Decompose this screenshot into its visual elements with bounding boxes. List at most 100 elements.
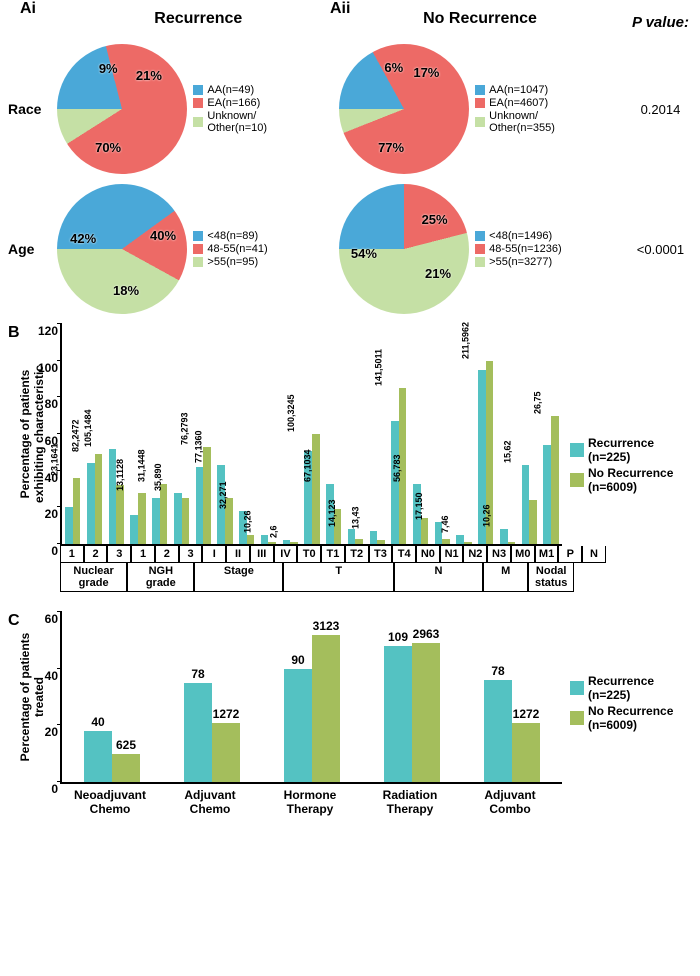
bar-value-label: 7,46 bbox=[441, 515, 451, 535]
legend-swatch bbox=[475, 117, 485, 127]
bar-recurrence bbox=[543, 445, 551, 544]
panel-c-legend: Recurrence(n=225)No Recurrence(n=6009) bbox=[570, 672, 673, 734]
x-supergroup: Stage bbox=[194, 563, 283, 592]
bar-no-recurrence bbox=[377, 540, 385, 544]
panel-b-chart: 02040608010012023,164182,2472105,148413,… bbox=[60, 324, 562, 546]
bar-no-recurrence: 23,1641 bbox=[73, 478, 81, 544]
panel-b: B Percentage of patientsexhibiting chara… bbox=[0, 324, 700, 592]
bar-value-label: 13,43 bbox=[351, 507, 361, 532]
legend-swatch bbox=[570, 473, 584, 487]
figure: Ai Aii Recurrence No Recurrence P value:… bbox=[0, 0, 700, 816]
legend-item: 48-55(n=1236) bbox=[475, 243, 561, 255]
legend-text: No Recurrence(n=6009) bbox=[588, 466, 673, 494]
bar-value-label: 82,2472 bbox=[71, 420, 81, 455]
panel-b-legend: Recurrence(n=225)No Recurrence(n=6009) bbox=[570, 434, 673, 496]
x-category: IV bbox=[274, 546, 298, 563]
bar-recurrence: 2,6 bbox=[283, 540, 291, 544]
pie-slice-label: 9% bbox=[99, 61, 118, 76]
bar-group: 82,2472 bbox=[84, 454, 106, 544]
bar-no-recurrence: 3123 bbox=[312, 635, 340, 782]
y-tick: 60 bbox=[45, 612, 58, 626]
bar-value-label: 211,5962 bbox=[460, 322, 470, 361]
bar-recurrence bbox=[152, 498, 160, 544]
bar-no-recurrence: 13,1128 bbox=[138, 493, 146, 544]
legend-swatch bbox=[475, 244, 485, 254]
x-category: RadiationTherapy bbox=[360, 788, 460, 816]
bar-no-recurrence: 76,2793 bbox=[203, 447, 211, 544]
bar-group: 35,890 bbox=[171, 493, 193, 544]
bar-value-label: 109 bbox=[388, 630, 408, 646]
p-value: <0.0001 bbox=[621, 242, 700, 257]
legend-swatch bbox=[475, 257, 485, 267]
y-tick: 0 bbox=[51, 782, 58, 796]
panel-a: Ai Aii Recurrence No Recurrence P value:… bbox=[0, 0, 700, 314]
pie-chart: 21%70%9% bbox=[57, 44, 187, 174]
bar-value-label: 141,5011 bbox=[373, 349, 383, 388]
x-category: T0 bbox=[297, 546, 321, 563]
legend-item: >55(n=95) bbox=[193, 256, 267, 268]
bar-recurrence: 7,46 bbox=[456, 535, 464, 544]
legend-swatch bbox=[193, 244, 203, 254]
bar-no-recurrence: 100,3245 bbox=[312, 434, 320, 544]
bar-value-label: 32,271 bbox=[218, 481, 228, 511]
col-title-left: Recurrence bbox=[57, 10, 339, 28]
x-category: I bbox=[202, 546, 226, 563]
legend-item: <48(n=1496) bbox=[475, 230, 561, 242]
bar-no-recurrence bbox=[247, 535, 255, 544]
x-category: 3 bbox=[107, 546, 131, 563]
legend-text: >55(n=3277) bbox=[489, 256, 552, 268]
pie-legend: AA(n=49)EA(n=166)Unknown/Other(n=10) bbox=[193, 83, 267, 135]
bar-no-recurrence bbox=[116, 485, 124, 544]
legend-text: AA(n=49) bbox=[207, 84, 254, 96]
pie-group: 25%21%54%<48(n=1496)48-55(n=1236)>55(n=3… bbox=[339, 184, 621, 314]
bar-group: 14,123 bbox=[345, 529, 367, 544]
legend-item: No Recurrence(n=6009) bbox=[570, 704, 673, 732]
bar-no-recurrence: 625 bbox=[112, 754, 140, 782]
panel-b-ylabel: Percentage of patientsexhibiting charact… bbox=[18, 324, 46, 544]
x-category: AdjuvantCombo bbox=[460, 788, 560, 816]
x-category: T1 bbox=[321, 546, 345, 563]
bar-value-label: 56,783 bbox=[392, 454, 402, 484]
bar-recurrence: 13,43 bbox=[370, 531, 378, 544]
legend-item: No Recurrence(n=6009) bbox=[570, 466, 673, 494]
bar-recurrence bbox=[65, 507, 73, 544]
x-supergroup: NGHgrade bbox=[127, 563, 194, 592]
legend-swatch bbox=[193, 231, 203, 241]
bar-value-label: 67,1034 bbox=[303, 449, 313, 484]
x-supergroup: M bbox=[483, 563, 528, 592]
bar-no-recurrence bbox=[464, 542, 472, 544]
pie-slice-label: 70% bbox=[95, 140, 121, 155]
x-category: N2 bbox=[463, 546, 487, 563]
legend-item: Recurrence(n=225) bbox=[570, 436, 673, 464]
x-category: 1 bbox=[131, 546, 155, 563]
legend-item: EA(n=166) bbox=[193, 97, 267, 109]
pie-slice-label: 25% bbox=[422, 212, 448, 227]
y-tick: 0 bbox=[51, 544, 58, 558]
x-category: AdjuvantChemo bbox=[160, 788, 260, 816]
bar-group: 10,26 bbox=[497, 529, 519, 544]
bar-recurrence: 15,62 bbox=[522, 465, 530, 544]
pie-chart: 17%77%6% bbox=[339, 44, 469, 174]
pie-slice-label: 18% bbox=[113, 283, 139, 298]
bar-value-label: 40 bbox=[91, 715, 104, 731]
bar-no-recurrence: 2963 bbox=[412, 643, 440, 782]
legend-item: EA(n=4607) bbox=[475, 97, 555, 109]
bar-no-recurrence: 1272 bbox=[512, 723, 540, 783]
x-supergroup: N bbox=[394, 563, 483, 592]
bar-group: 7,46 bbox=[453, 535, 475, 544]
legend-text: 48-55(n=1236) bbox=[489, 243, 561, 255]
pie-slice-label: 77% bbox=[378, 140, 404, 155]
legend-swatch bbox=[475, 85, 485, 95]
bar-group: 13,1128 bbox=[127, 493, 149, 544]
legend-swatch bbox=[475, 231, 485, 241]
pie-legend: AA(n=1047)EA(n=4607)Unknown/Other(n=355) bbox=[475, 83, 555, 135]
bar-value-label: 78 bbox=[191, 667, 204, 683]
legend-item: Unknown/Other(n=10) bbox=[193, 110, 267, 134]
legend-swatch bbox=[570, 443, 584, 457]
bar-value-label: 77,1360 bbox=[194, 431, 204, 466]
legend-item: <48(n=89) bbox=[193, 230, 267, 242]
legend-text: EA(n=166) bbox=[207, 97, 260, 109]
bar-group: 2,6 bbox=[279, 540, 301, 544]
bar-value-label: 105,1484 bbox=[83, 409, 93, 449]
legend-text: <48(n=1496) bbox=[489, 230, 552, 242]
